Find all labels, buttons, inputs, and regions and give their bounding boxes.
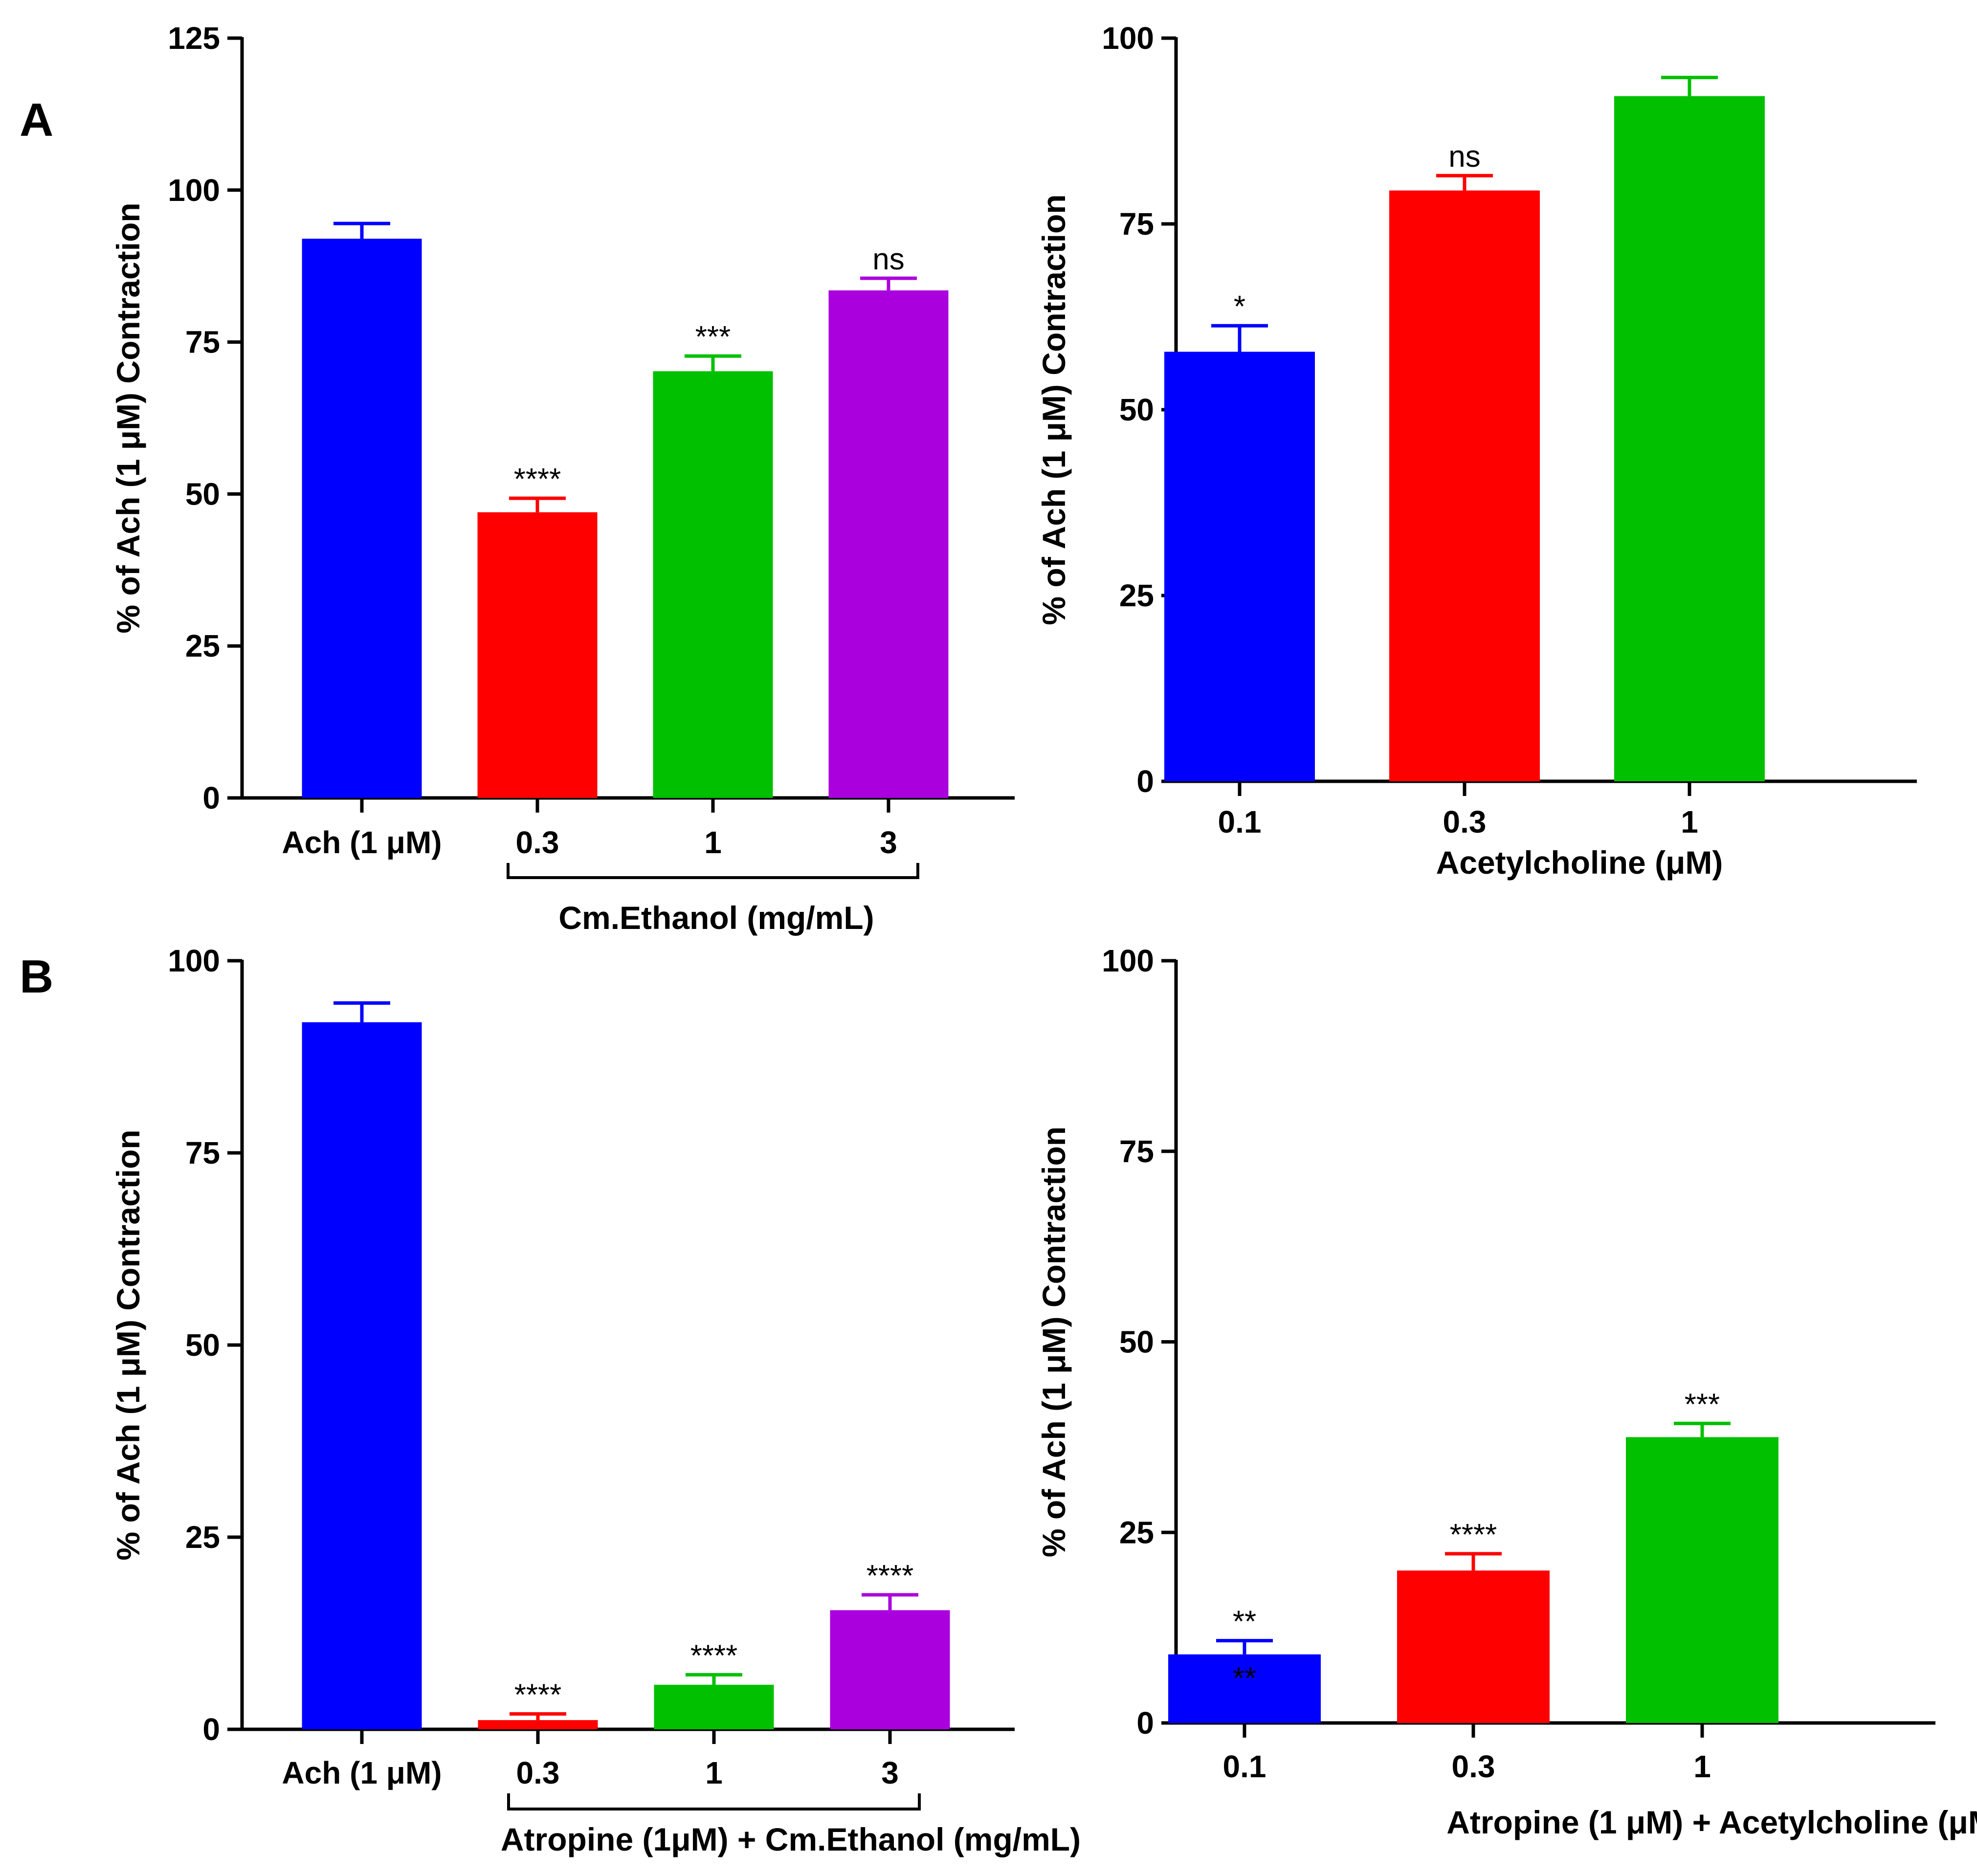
chart-3-bar [1626, 1437, 1778, 1723]
chart-0-y-tick-label: 125 [168, 21, 220, 56]
chart-3-significance-label: ** [1233, 1605, 1256, 1639]
chart-2-significance-label: **** [514, 1678, 562, 1712]
chart-1-x-axis-title: Acetylcholine (μM) [1436, 844, 1723, 881]
chart-2-significance-label: **** [690, 1639, 738, 1673]
chart-1-y-tick-label: 50 [1119, 392, 1154, 427]
chart-0-bar [477, 512, 598, 798]
chart-0-significance-label: **** [514, 463, 561, 496]
chart-2-bar [302, 1022, 422, 1729]
chart-3-y-tick-label: 100 [1102, 943, 1154, 978]
chart-0-x-axis-title: Cm.Ethanol (mg/mL) [558, 900, 874, 936]
chart-0-x-tick-label: 1 [704, 825, 722, 860]
chart-a-left: 0 25 50 75 100 125 % of Ach (1 μM) Contraction… [110, 21, 1015, 936]
chart-0-y-tick-label: 25 [185, 628, 220, 663]
chart-0-x-tick-label: Ach (1 μM) [282, 825, 442, 860]
chart-2-y-axis-title: % of Ach (1 μM) Contraction [110, 1129, 146, 1560]
chart-1-significance-label: ns [1448, 140, 1480, 174]
chart-2-y-tick-label: 50 [185, 1327, 220, 1363]
chart-0-bar [828, 290, 949, 798]
chart-3-x-tick-label: 1 [1693, 1749, 1711, 1784]
chart-0-bar [302, 239, 422, 798]
chart-0-x-tick-label: 0.3 [516, 825, 559, 860]
chart-2-y-tick-label: 25 [185, 1520, 220, 1555]
chart-0-bar [653, 371, 773, 798]
chart-2-x-axis-title: Atropine (1μM) + Cm.Ethanol (mg/mL) [501, 1821, 1081, 1857]
chart-3-inner-significance-label: ** [1233, 1662, 1256, 1696]
chart-2-x-tick-label: 0.3 [516, 1755, 560, 1790]
chart-0-y-tick-label: 0 [202, 780, 220, 816]
chart-0-y-tick-label: 75 [185, 325, 220, 360]
chart-1-y-tick-label: 25 [1119, 578, 1154, 613]
chart-0-significance-label: *** [695, 320, 731, 354]
chart-3-bar [1397, 1570, 1550, 1723]
chart-1-bar [1614, 96, 1765, 781]
panel-label-b: B [20, 950, 53, 1003]
panel-label-a: A [20, 94, 53, 146]
chart-2-bar [830, 1610, 950, 1729]
chart-1-bar [1389, 190, 1540, 782]
chart-1-significance-label: * [1234, 290, 1245, 324]
chart-1-bar [1164, 352, 1315, 781]
chart-3-significance-label: *** [1685, 1388, 1720, 1421]
chart-2-y-tick-label: 100 [168, 943, 220, 978]
chart-1-x-tick-label: 0.1 [1218, 804, 1262, 839]
chart-2-bar [478, 1720, 598, 1729]
chart-3-significance-label: **** [1450, 1518, 1497, 1552]
chart-3-x-tick-label: 0.1 [1223, 1749, 1266, 1784]
chart-3-x-axis-title: Atropine (1 μM) + Acetylcholine (μM) [1446, 1804, 1977, 1840]
chart-3-y-tick-label: 50 [1119, 1324, 1154, 1360]
chart-1-x-tick-label: 0.3 [1443, 804, 1487, 839]
chart-2-bar [654, 1684, 774, 1729]
chart-2-group-bracket [507, 1793, 921, 1810]
chart-3-bar [1168, 1654, 1321, 1723]
chart-2-significance-label: **** [866, 1559, 914, 1593]
chart-1-y-axis-title: % of Ach (1 μM) Contraction [1036, 194, 1072, 625]
chart-3-x-tick-label: 0.3 [1452, 1749, 1495, 1784]
chart-0-y-tick-label: 50 [185, 476, 220, 511]
chart-a-right: 0 25 50 75 100 % of Ach (1 μM) Contraction * 0.… [1036, 21, 1917, 881]
chart-3-y-tick-label: 0 [1136, 1705, 1154, 1741]
chart-3-y-tick-label: 25 [1119, 1515, 1154, 1550]
chart-2-x-tick-label: 1 [705, 1755, 723, 1790]
chart-0-x-tick-label: 3 [880, 825, 897, 860]
chart-1-y-tick-label: 0 [1136, 764, 1154, 799]
chart-2-x-tick-label: Ach (1 μM) [282, 1755, 442, 1790]
chart-0-y-tick-label: 100 [168, 173, 220, 208]
chart-2-x-tick-label: 3 [881, 1755, 899, 1790]
chart-3-y-axis-title: % of Ach (1 μM) Contraction [1036, 1126, 1072, 1557]
chart-1-x-tick-label: 1 [1681, 804, 1698, 839]
chart-2-y-tick-label: 0 [202, 1712, 220, 1747]
chart-0-significance-label: ns [872, 243, 904, 276]
chart-b-left: 0 25 50 75 100 % of Ach (1 μM) Contraction Ach… [110, 943, 1081, 1857]
chart-3-y-tick-label: 75 [1119, 1134, 1154, 1169]
chart-0-y-axis-title: % of Ach (1 μM) Contraction [110, 202, 146, 633]
chart-1-y-tick-label: 75 [1119, 206, 1154, 242]
chart-0-group-bracket [507, 863, 919, 879]
chart-2-y-tick-label: 75 [185, 1135, 220, 1170]
chart-1-y-tick-label: 100 [1102, 21, 1154, 56]
